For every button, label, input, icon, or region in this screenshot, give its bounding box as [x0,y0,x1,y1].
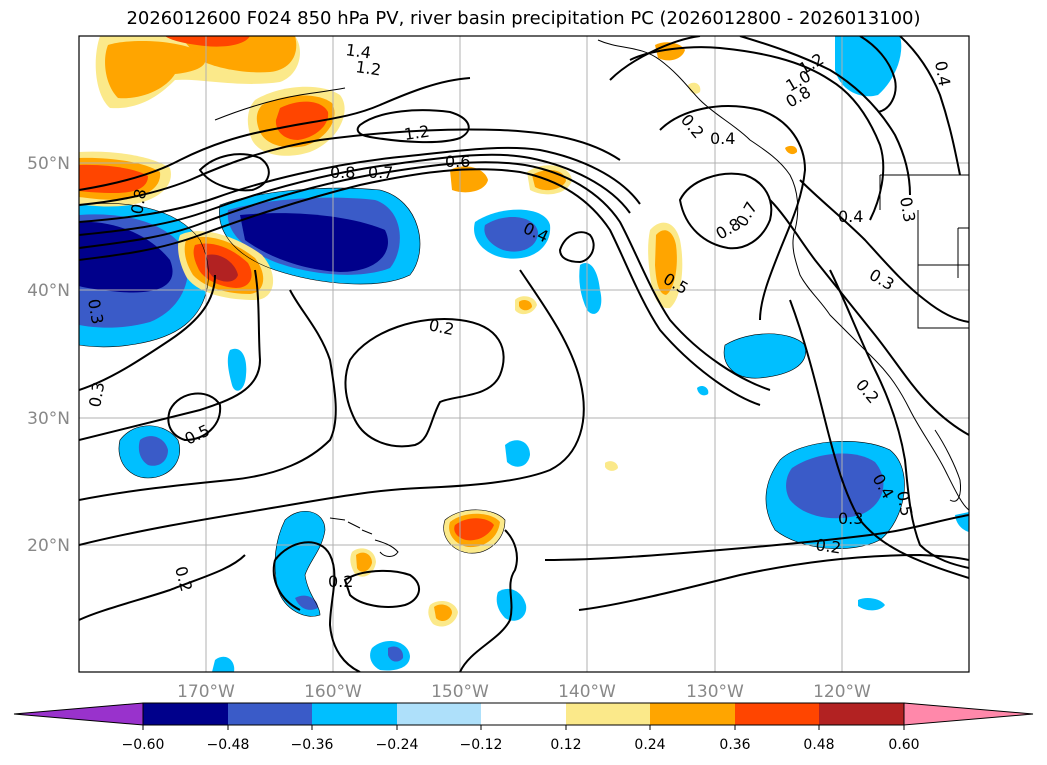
contour-label: 0.2 [328,572,353,591]
colorbar-segment [143,703,228,725]
lon-label: 160°W [304,682,362,702]
contour-label: 0.2 [814,535,842,557]
colorbar-segment [312,703,397,725]
colorbar-segment [397,703,481,725]
contour-label: 0.6 [445,152,470,171]
colorbar-left-extend [13,702,144,726]
colorbar-tick: −0.24 [376,737,419,753]
colorbar: −0.60 −0.48 −0.36 −0.24 −0.12 0.12 0.24 … [13,702,1034,753]
colorbar-tick: −0.48 [207,737,250,753]
colorbar-tick: 0.36 [719,737,750,753]
contour-label: 0.3 [85,380,108,408]
colorbar-segment [819,703,904,725]
contour-label: 0.3 [896,195,919,223]
contour-label: 1.2 [403,122,431,144]
contour-label: 1.4 [344,40,372,62]
shading-negative [79,36,969,672]
lon-label: 150°W [431,682,489,702]
lat-label: 40°N [27,281,70,301]
colorbar-tick: 0.60 [888,737,919,753]
coastlines [214,39,969,557]
latitude-labels: 50°N 40°N 30°N 20°N [27,154,70,556]
lon-label: 140°W [558,682,616,702]
lon-label: 130°W [686,682,744,702]
contour-label: 0.3 [838,509,863,528]
longitude-labels: 170°W 160°W 150°W 140°W 130°W 120°W [177,682,871,702]
lat-label: 20°N [27,536,70,556]
colorbar-tick: 0.12 [550,737,581,753]
colorbar-tick: −0.36 [291,737,334,753]
colorbar-segment [481,703,566,725]
lat-label: 30°N [27,409,70,429]
colorbar-tick: 0.24 [634,737,665,753]
colorbar-tick: 0.48 [803,737,834,753]
contour-label: 0.5 [893,489,916,517]
shading-outlines [79,187,905,617]
gridlines [79,36,969,672]
colorbar-segment [566,703,650,725]
contour-label: 0.4 [838,207,863,226]
pv-contours [79,36,969,672]
colorbar-segment [735,703,819,725]
colorbar-tick: −0.60 [122,737,165,753]
map-title: 2026012600 F024 850 hPa PV, river basin … [126,8,921,29]
colorbar-right-extend [903,702,1034,726]
contour-label: 0.8 [330,163,355,182]
contour-label: 0.2 [427,315,456,339]
contour-label: 0.3 [84,297,107,325]
lat-label: 50°N [27,154,70,174]
shading-positive [79,36,798,627]
contour-label: 0.4 [710,129,735,148]
colorbar-tick: −0.12 [460,737,503,753]
contour-label: 0.8 [127,187,150,215]
map-area: 1.4 1.2 1.2 0.8 0.7 0.6 0.4 0.5 0.8 0.7 … [79,36,969,672]
contour-label: 0.7 [368,163,393,182]
colorbar-segment [650,703,735,725]
contour-label: 1.2 [354,57,382,79]
map-frame [78,35,970,673]
contour-label: 0.4 [931,59,954,87]
lon-label: 170°W [177,682,235,702]
lon-label: 120°W [813,682,871,702]
colorbar-segment [228,703,312,725]
